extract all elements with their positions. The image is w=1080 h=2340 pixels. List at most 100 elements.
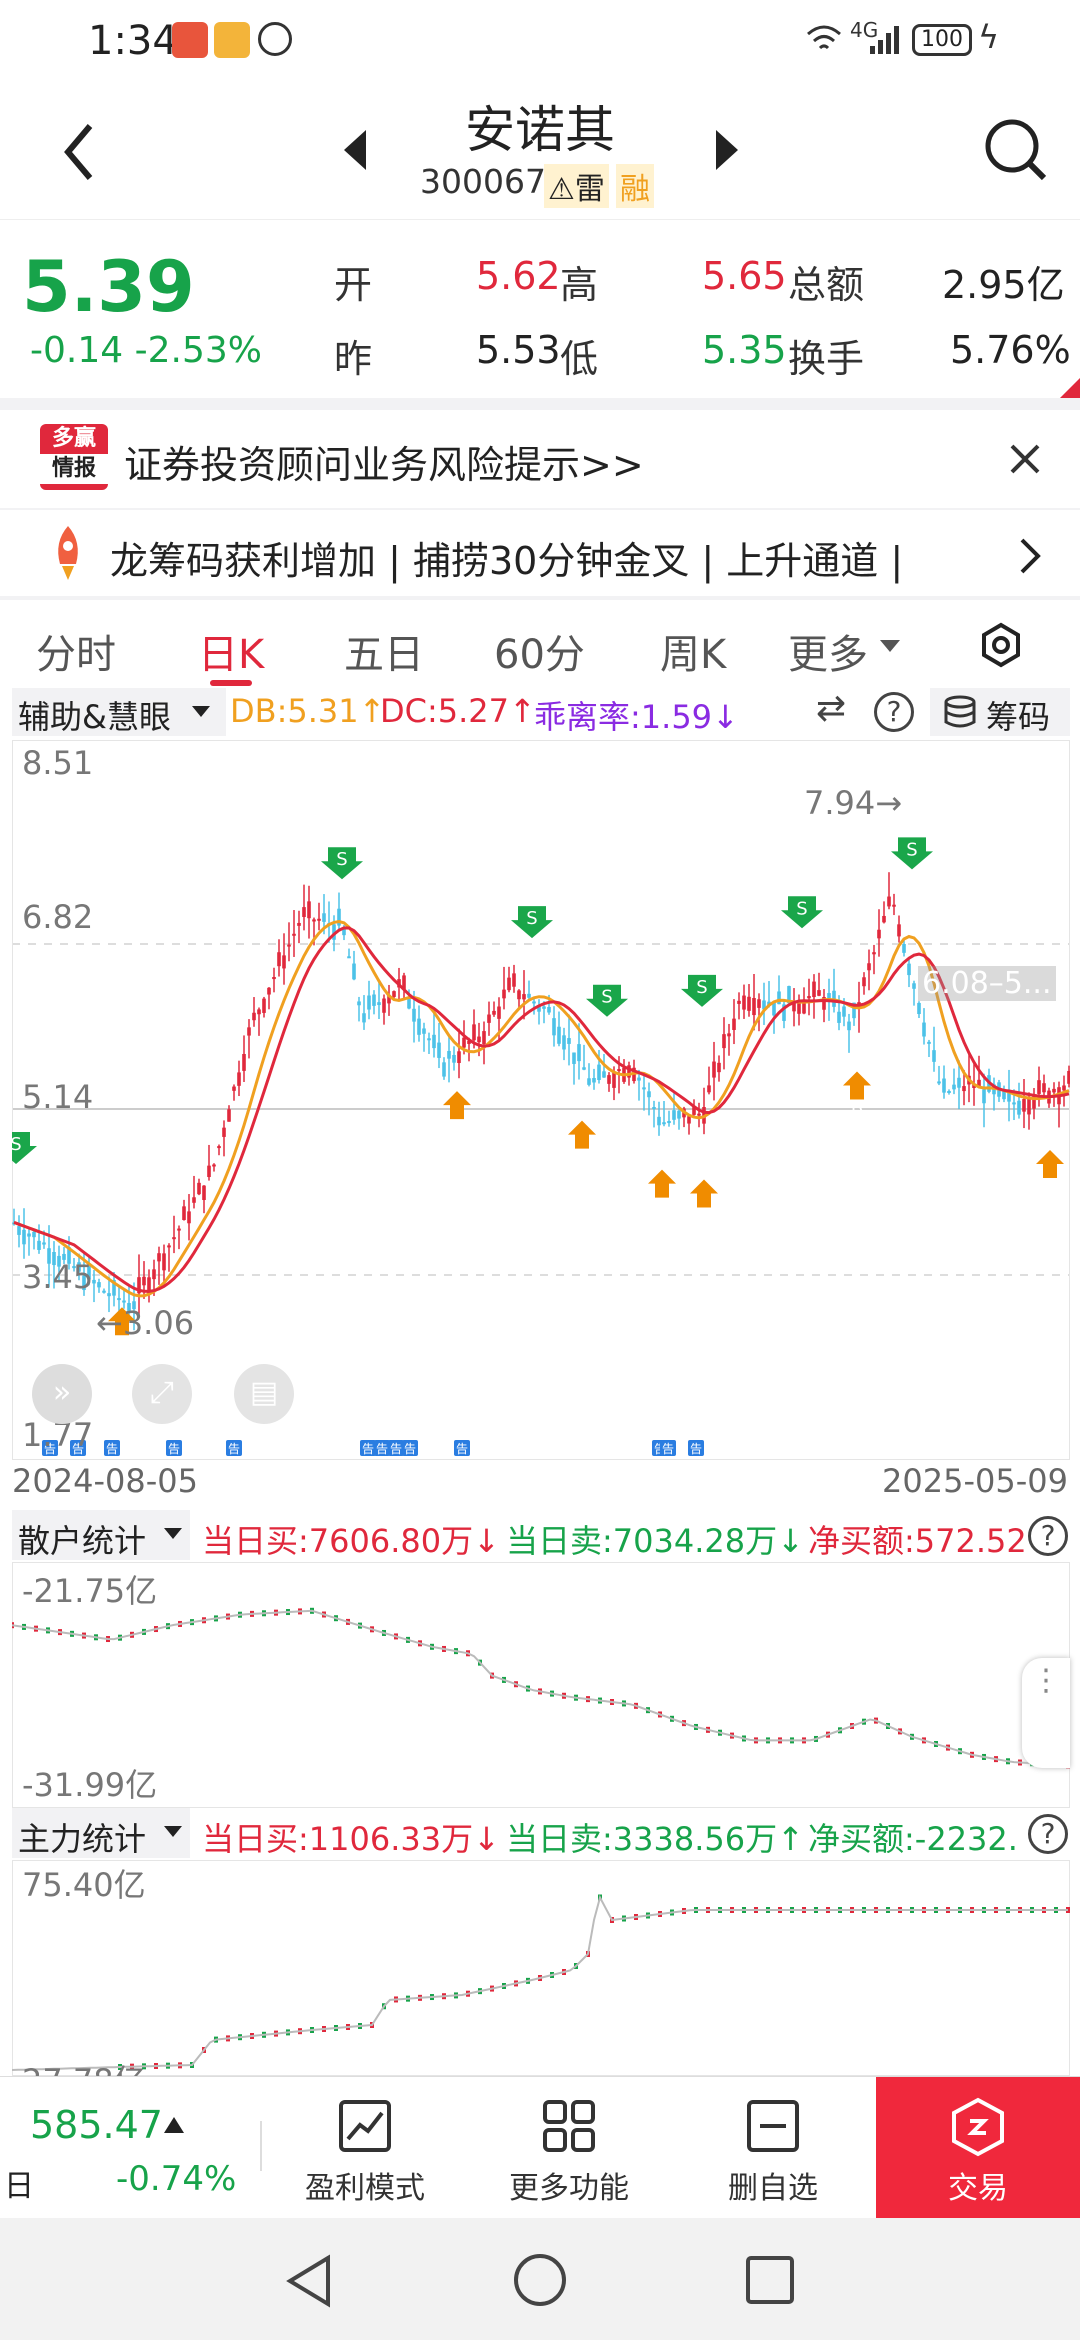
help-icon[interactable]: ? (1028, 1814, 1068, 1854)
tab-daily-k[interactable]: 日K (198, 632, 265, 678)
change-percent: -2.53% (134, 330, 262, 371)
candle-body (542, 1006, 546, 1009)
candle-body (337, 908, 341, 926)
candle-body (982, 1089, 986, 1104)
candle-body (962, 1086, 966, 1092)
tab-60min[interactable]: 60分 (494, 632, 585, 678)
search-icon[interactable] (982, 116, 1048, 182)
settings-icon[interactable] (980, 622, 1022, 668)
main-force-svg (12, 1860, 1070, 2076)
candle-body (672, 1110, 676, 1120)
side-menu-handle[interactable]: ⋮ (1022, 1658, 1070, 1768)
tab-more[interactable]: 更多 (788, 632, 868, 678)
candle-body (817, 990, 821, 996)
candle-body (137, 1277, 141, 1294)
candle-body (562, 1035, 566, 1050)
nav-home-icon[interactable] (512, 2252, 568, 2308)
retail-selector[interactable]: 散户统计 (12, 1510, 190, 1560)
sell-signal-label: S (696, 977, 707, 998)
candle-body (377, 1002, 381, 1006)
announcement-marker (42, 1440, 58, 1456)
remove-icon (747, 2100, 799, 2152)
candle-body (1062, 1085, 1066, 1091)
switch-icon[interactable]: ⇄ (816, 688, 847, 729)
candle-body (347, 956, 351, 959)
prev-stock-icon[interactable] (340, 128, 370, 172)
retail-bar (10, 1622, 14, 1629)
risk-notice-banner[interactable]: 多赢 情报 证券投资顾问业务风险提示>> (0, 410, 1080, 510)
buy-signal-label: B (656, 1196, 668, 1217)
wifi-icon (807, 25, 841, 50)
back-icon[interactable] (60, 122, 100, 182)
tab-timeshare[interactable]: 分时 (36, 632, 116, 678)
nav-back-icon[interactable] (284, 2254, 334, 2308)
candle-body (807, 996, 811, 999)
index-prefix: 日 (4, 2169, 34, 2204)
turnover-value: 5.76% (950, 328, 1071, 372)
notice-text[interactable]: 证券投资顾问业务风险提示>> (124, 443, 644, 487)
help-icon[interactable]: ? (874, 692, 914, 732)
candle-body (727, 1033, 731, 1037)
candle-body (822, 997, 826, 1010)
candle-body (227, 1109, 231, 1122)
candle-body (297, 922, 301, 926)
main-selector[interactable]: 主力统计 (12, 1808, 190, 1858)
sell-signal-marker (511, 906, 553, 939)
fullscreen-button[interactable]: ⤢ (132, 1364, 192, 1424)
remove-watchlist-button[interactable]: 删自选 (698, 2077, 848, 2219)
help-icon[interactable]: ? (1028, 1516, 1068, 1556)
drawing-tool-button[interactable]: ▤ (234, 1364, 294, 1424)
tab-weekly-k[interactable]: 周K (660, 632, 727, 678)
candle-body (202, 1185, 206, 1200)
candle-body (92, 1279, 96, 1284)
retail-chart[interactable]: -21.75亿 -31.99亿 ⋮ (10, 1561, 1071, 1809)
candle-body (612, 1072, 616, 1088)
low-value: 5.35 (702, 328, 787, 372)
stock-name: 安诺其 (465, 101, 615, 159)
announcement-marker (454, 1440, 470, 1456)
kline-chart[interactable]: BBBBBBBSSSSSSS告告告告告告告告告告告告告 8.51 6.82 5.… (0, 739, 1071, 1461)
candle-body (507, 977, 511, 991)
candle-body (917, 1002, 921, 1015)
close-icon[interactable] (1008, 442, 1042, 476)
retail-bottom-label: -31.99亿 (22, 1766, 158, 1804)
candle-body (257, 1009, 261, 1015)
candle-body (67, 1247, 71, 1264)
candle-body (182, 1206, 186, 1220)
candle-body (902, 943, 906, 953)
candle-body (132, 1301, 136, 1310)
chevron-right-icon[interactable] (1018, 536, 1042, 576)
change-value: -0.14 (30, 330, 124, 371)
candle-body (717, 1062, 721, 1073)
sell-signal-marker (586, 984, 628, 1017)
chips-button[interactable]: 筹码 (930, 688, 1070, 736)
candle-body (302, 907, 306, 917)
announcement-label: 告 (404, 1442, 416, 1456)
expand-corner-icon[interactable] (1060, 378, 1080, 398)
trade-button[interactable]: 交易 (876, 2077, 1080, 2219)
fast-forward-button[interactable]: » (32, 1364, 92, 1424)
quote-panel: 5.39 -0.14 -2.53% 开 5.62 高 5.65 总额 2.95亿… (0, 220, 1080, 400)
candle-body (1032, 1095, 1036, 1109)
main-force-chart[interactable]: 75.40亿 27.78亿 (12, 1860, 1070, 2076)
candle-body (462, 1037, 466, 1048)
profit-mode-button[interactable]: 盈利模式 (290, 2077, 440, 2219)
next-stock-icon[interactable] (712, 128, 742, 172)
candle-body (1012, 1102, 1016, 1105)
index-widget[interactable]: 585.47 日 -0.74% (0, 2077, 260, 2219)
more-functions-button[interactable]: 更多功能 (494, 2077, 644, 2219)
candle-body (862, 977, 866, 987)
candle-body (27, 1233, 31, 1237)
active-tab-indicator (210, 680, 252, 686)
indicator-selector[interactable]: 辅助&慧眼 (12, 688, 226, 736)
nav-recents-icon[interactable] (744, 2254, 796, 2306)
signal-ticker[interactable]: 龙筹码获利增加 | 捕捞30分钟金叉 | 上升通道 | (0, 510, 1080, 602)
risk-tag[interactable]: ⚠雷 (544, 164, 609, 208)
divider (0, 398, 1080, 412)
candle-body (707, 1085, 711, 1093)
candle-body (977, 1079, 981, 1087)
candle-body (767, 1001, 771, 1006)
tab-five-day[interactable]: 五日 (344, 632, 424, 678)
candle-body (747, 996, 751, 1011)
candle-body (697, 1113, 701, 1116)
